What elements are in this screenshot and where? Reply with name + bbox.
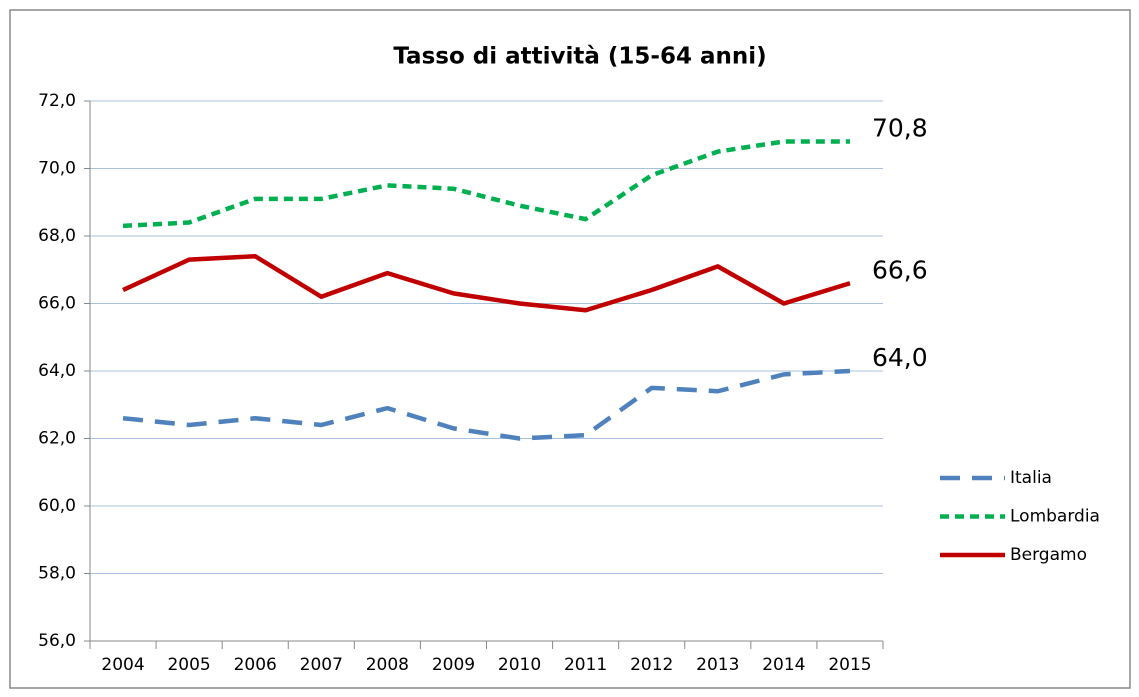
x-tick-label: 2007 [300,655,343,675]
series-line [122,368,851,441]
y-tick-label: 68,0 [38,226,76,246]
x-tick-label: 2009 [432,655,475,675]
x-tick-label: 2013 [696,655,739,675]
x-tick-label: 2010 [498,655,541,675]
x-tick-label: 2014 [762,655,805,675]
series-line [122,139,850,229]
x-tick-label: 2004 [101,655,144,675]
y-tick-label: 58,0 [38,564,76,584]
x-tick-label: 2008 [366,655,409,675]
chart-frame [9,9,1131,689]
data-label: 66,6 [872,255,928,284]
y-tick-label: 60,0 [38,496,76,516]
y-tick-label: 66,0 [38,294,76,314]
x-tick-label: 2011 [564,655,607,675]
chart-title: Tasso di attività (15-64 anni) [393,44,766,70]
x-tick-label: 2006 [234,655,277,675]
y-tick-label: 72,0 [38,91,76,111]
x-tick-label: 2015 [828,655,871,675]
y-tick-label: 56,0 [38,631,76,651]
x-tick-label: 2005 [167,655,210,675]
legend-label: Italia [1010,468,1052,488]
x-tick-label: 2012 [630,655,673,675]
y-tick-label: 62,0 [38,429,76,449]
series-line [122,254,851,313]
data-label: 64,0 [872,343,928,372]
y-tick-label: 70,0 [38,159,76,179]
legend-label: Lombardia [1010,507,1100,527]
y-tick-label: 64,0 [38,361,76,381]
data-label: 70,8 [872,114,928,143]
legend-label: Bergamo [1010,545,1087,565]
